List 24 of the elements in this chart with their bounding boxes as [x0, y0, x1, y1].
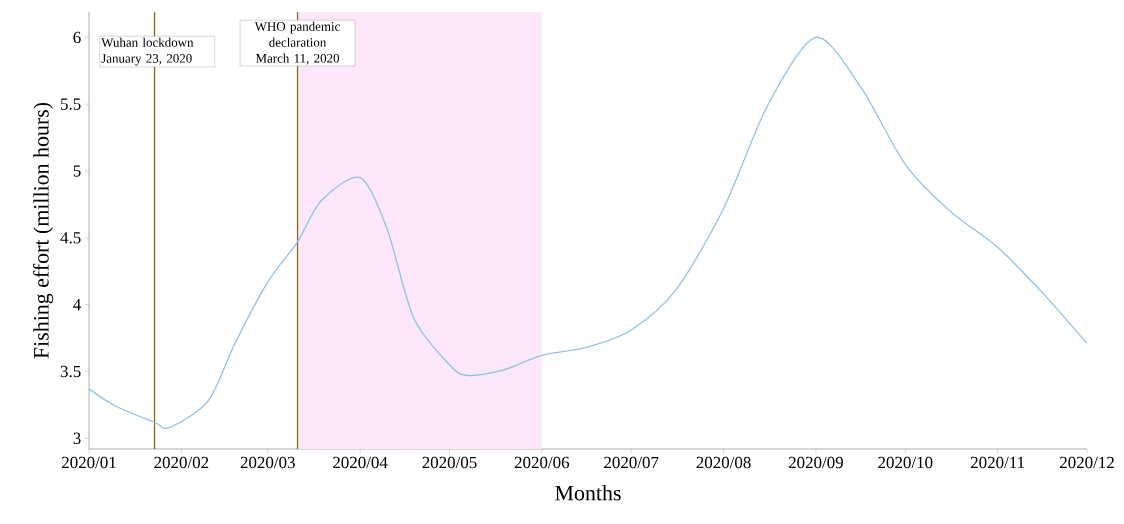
y-axis-title: Fishing effort (million hours)	[33, 102, 54, 359]
x-tick-label: 2020/08	[696, 456, 751, 469]
ref-line-label: WHO pandemic declaration March 11, 2020	[254, 21, 340, 65]
x-tick-label: 2020/04	[333, 456, 388, 469]
x-tick-label: 2020/02	[154, 456, 209, 469]
ref-line-label: Wuhan lockdown January 23, 2020	[101, 37, 194, 66]
x-tick-label: 2020/11	[970, 456, 1025, 469]
x-tick-label: 2020/01	[61, 456, 116, 469]
x-tick-label: 2020/05	[422, 456, 477, 469]
x-tick-label: 2020/03	[240, 456, 295, 469]
x-tick-label: 2020/12	[1060, 456, 1114, 469]
y-tick-label: 5.5	[61, 98, 81, 110]
x-tick-label: 2020/09	[788, 456, 843, 469]
line-series	[88, 36, 1088, 429]
x-tick-label: 2020/07	[604, 456, 659, 469]
y-tick-label: 4	[73, 299, 81, 311]
x-tick-label: 2020/06	[514, 456, 570, 469]
y-tick-label: 3	[73, 432, 81, 444]
x-axis-title: Months	[555, 485, 621, 501]
x-tick-label: 2020/10	[878, 456, 933, 469]
y-tick-label: 6	[73, 31, 81, 44]
y-tick-label: 3.5	[60, 365, 81, 378]
y-tick-label: 5	[73, 165, 81, 177]
y-tick-label: 4.5	[60, 232, 81, 244]
